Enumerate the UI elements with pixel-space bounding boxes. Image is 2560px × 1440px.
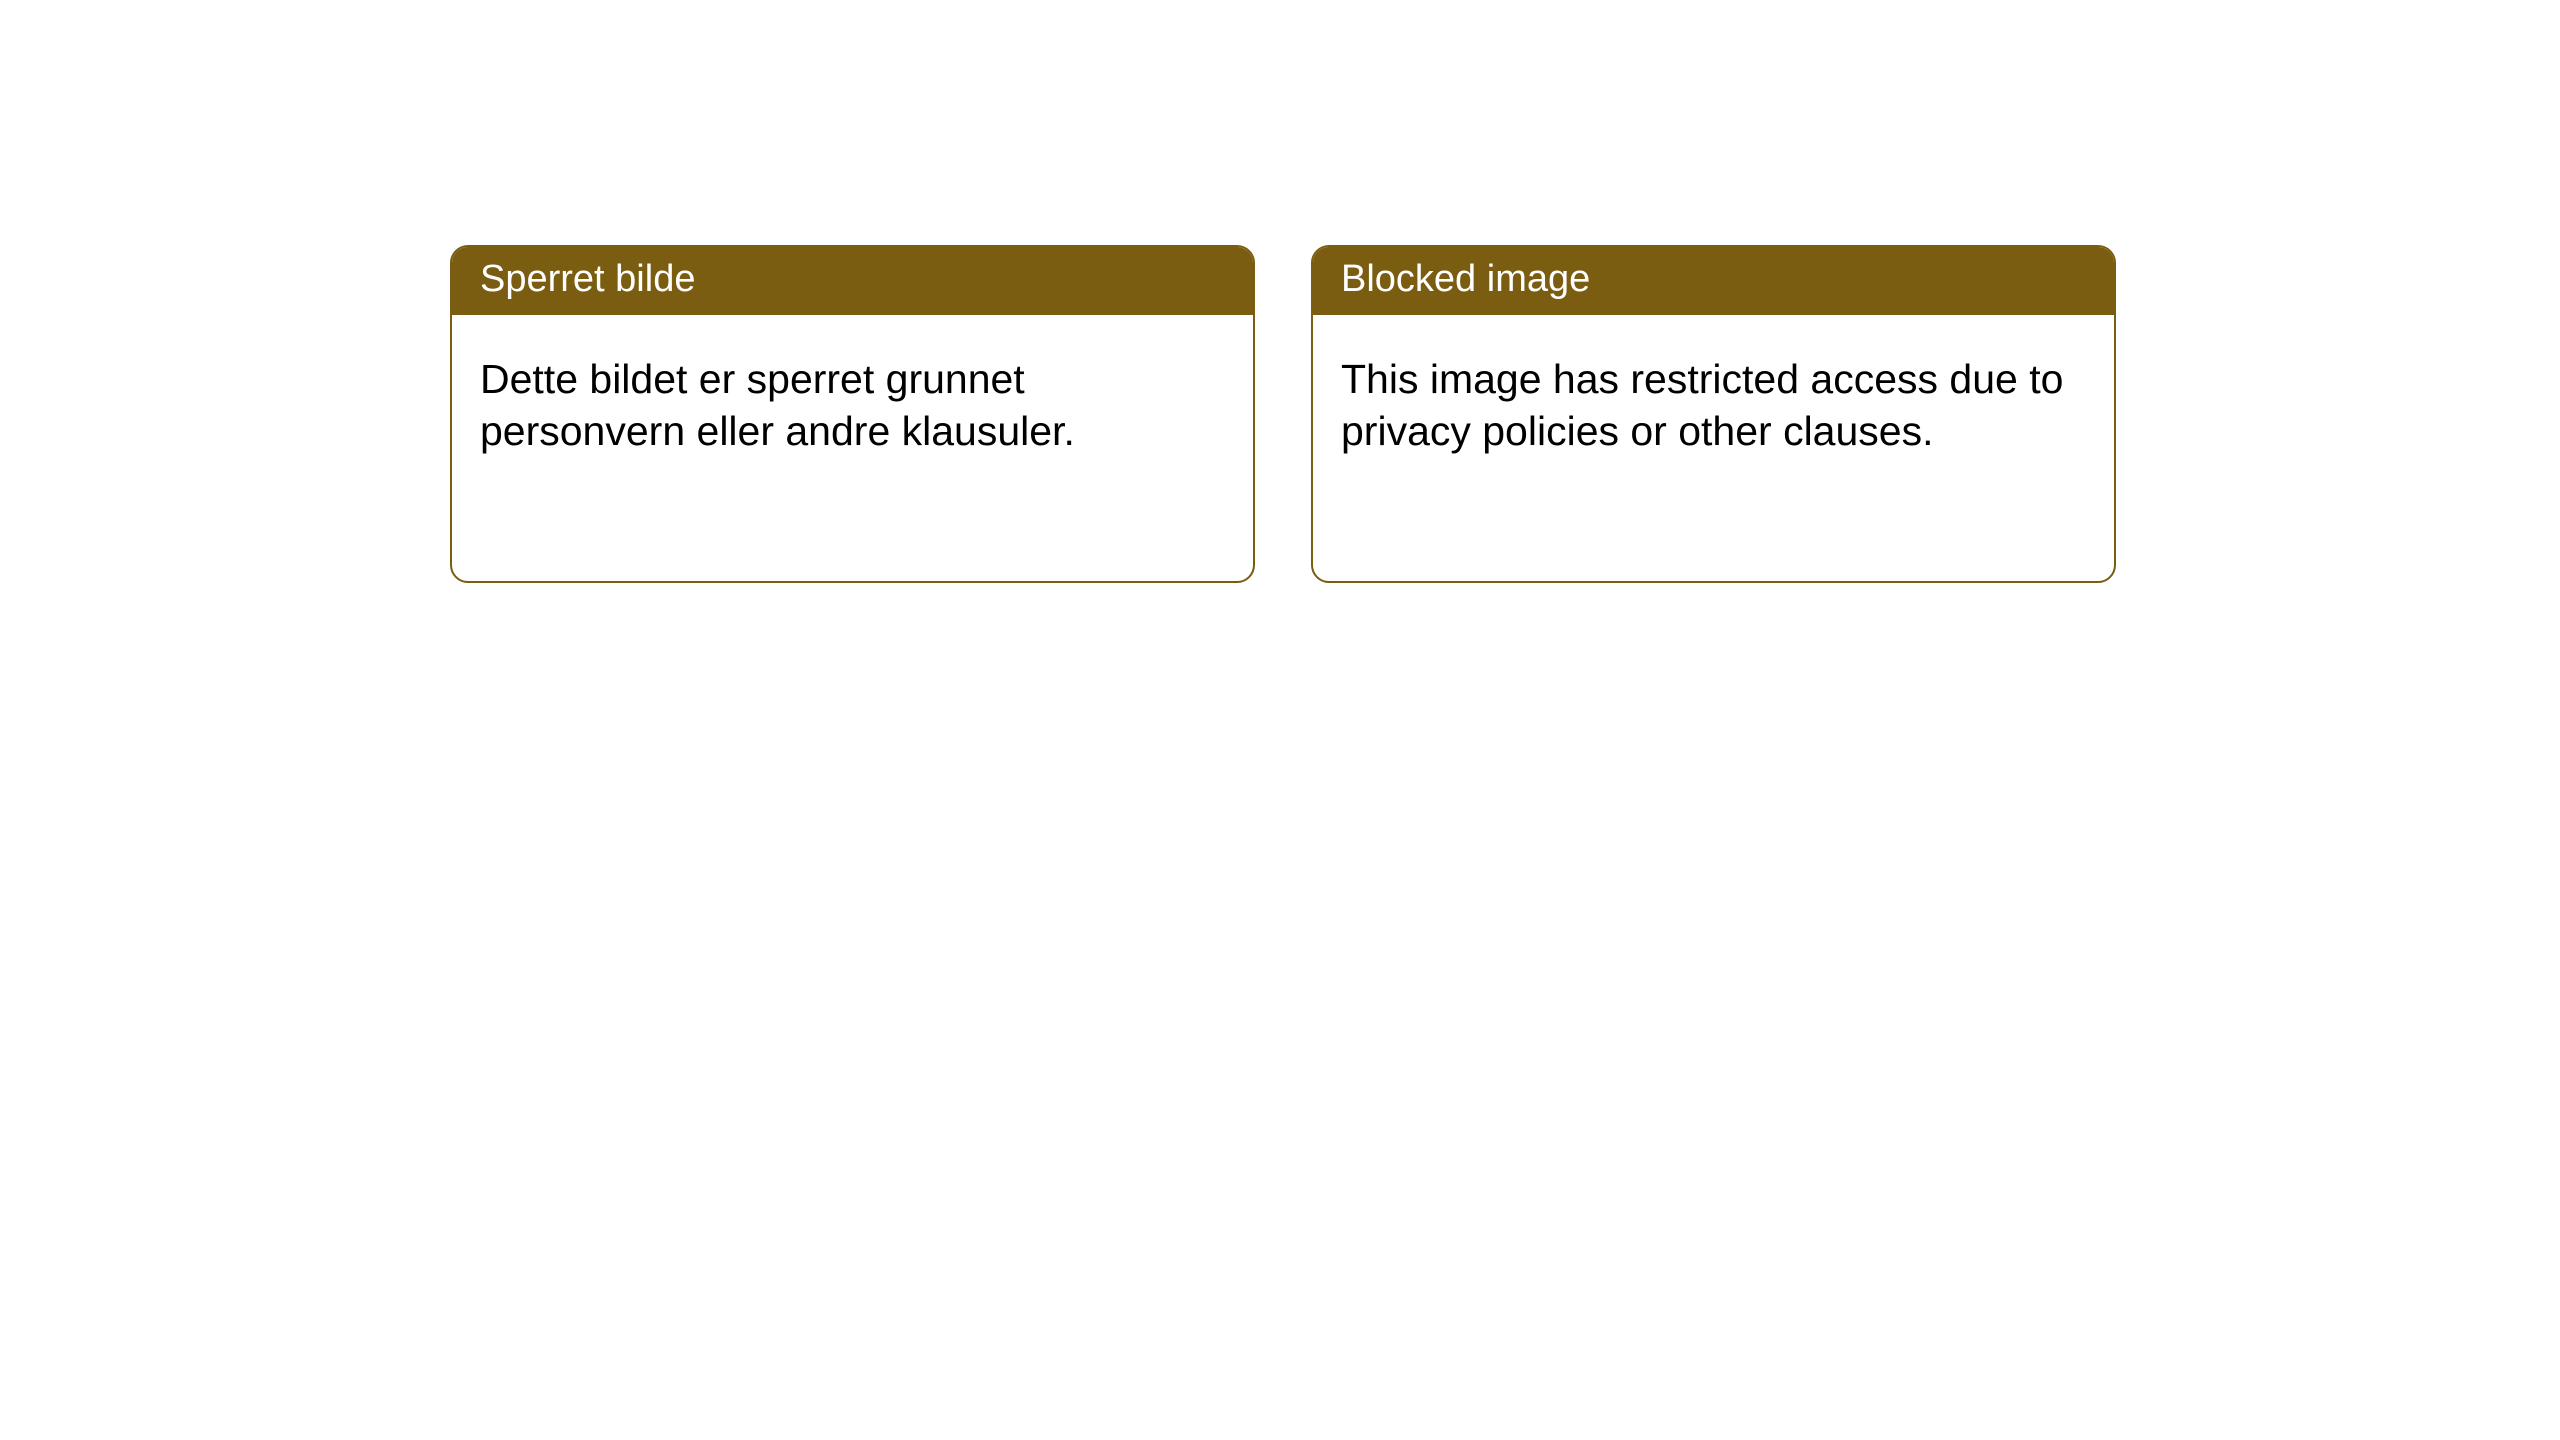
card-header-text: Sperret bilde [480,258,695,300]
card-body-text: This image has restricted access due to … [1341,356,2063,454]
card-header-text: Blocked image [1341,258,1590,300]
cards-container: Sperret bilde Dette bildet er sperret gr… [0,0,2560,583]
card-body: This image has restricted access due to … [1313,315,2114,486]
blocked-image-card-en: Blocked image This image has restricted … [1311,245,2116,583]
blocked-image-card-no: Sperret bilde Dette bildet er sperret gr… [450,245,1255,583]
card-header: Sperret bilde [452,247,1253,315]
card-header: Blocked image [1313,247,2114,315]
card-body-text: Dette bildet er sperret grunnet personve… [480,356,1075,454]
card-body: Dette bildet er sperret grunnet personve… [452,315,1253,486]
